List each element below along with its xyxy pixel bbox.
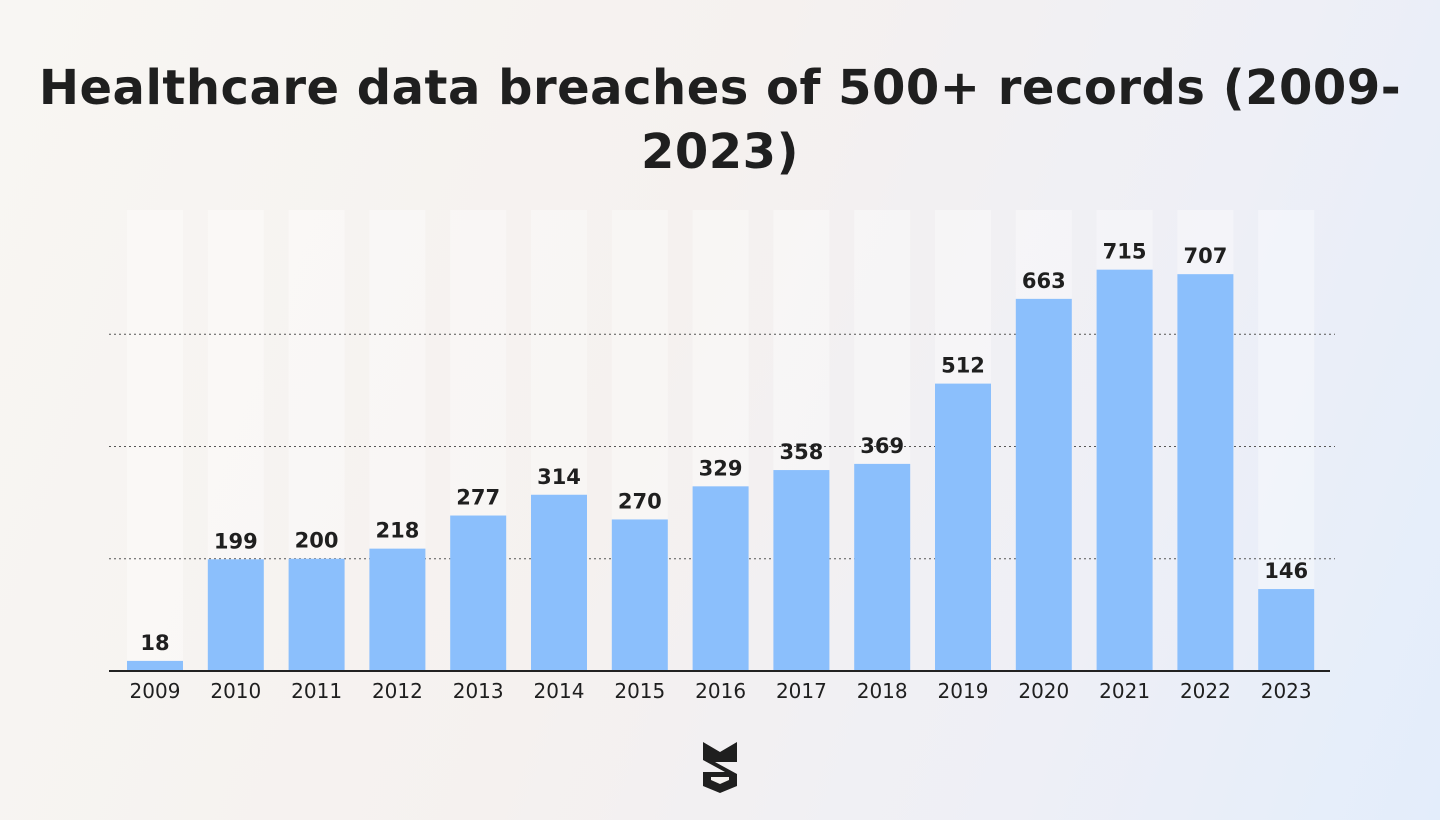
tick-label-2014: 2014 bbox=[534, 679, 585, 703]
value-label-2021: 715 bbox=[1103, 240, 1147, 264]
tick-label-2023: 2023 bbox=[1261, 679, 1312, 703]
bar-2013 bbox=[450, 515, 507, 671]
value-label-2009: 18 bbox=[140, 631, 169, 655]
bar-2022 bbox=[1177, 274, 1234, 671]
value-label-2010: 199 bbox=[214, 529, 258, 553]
value-label-2012: 218 bbox=[375, 519, 419, 543]
brand-logo-icon bbox=[703, 742, 737, 793]
tick-label-2017: 2017 bbox=[776, 679, 827, 703]
tick-label-2018: 2018 bbox=[857, 679, 908, 703]
tick-label-2015: 2015 bbox=[614, 679, 665, 703]
value-label-2020: 663 bbox=[1022, 269, 1066, 293]
tick-label-2009: 2009 bbox=[130, 679, 181, 703]
bar-2015 bbox=[611, 519, 668, 671]
x-tick-labels: 2009 2010 2011 2012 2013 2014 2015 2016 2017 2018… bbox=[130, 679, 1312, 703]
value-label-2017: 358 bbox=[779, 440, 823, 464]
bar-2016 bbox=[692, 486, 749, 671]
bar-2021 bbox=[1096, 269, 1153, 671]
tick-label-2010: 2010 bbox=[210, 679, 261, 703]
tick-label-2016: 2016 bbox=[695, 679, 746, 703]
tick-label-2013: 2013 bbox=[453, 679, 504, 703]
bar-2009 bbox=[127, 660, 183, 671]
bar-2023 bbox=[1258, 589, 1315, 671]
bars bbox=[127, 269, 1315, 671]
tick-label-2020: 2020 bbox=[1018, 679, 1069, 703]
tick-label-2011: 2011 bbox=[291, 679, 342, 703]
bar-2018 bbox=[854, 463, 911, 671]
bar-2011 bbox=[288, 558, 345, 671]
value-labels: 18 199 200 218 277 314 270 329 358 369 512 663 715 70… bbox=[140, 240, 1308, 655]
value-label-2023: 146 bbox=[1264, 559, 1308, 583]
tick-label-2021: 2021 bbox=[1099, 679, 1150, 703]
background-column bbox=[127, 210, 183, 671]
chart-title: Healthcare data breaches of 500+ records… bbox=[38, 60, 1402, 180]
value-label-2015: 270 bbox=[618, 489, 662, 513]
value-label-2022: 707 bbox=[1183, 244, 1227, 268]
tick-label-2019: 2019 bbox=[938, 679, 989, 703]
tick-label-2012: 2012 bbox=[372, 679, 423, 703]
bar-2014 bbox=[531, 494, 587, 671]
value-label-2011: 200 bbox=[295, 529, 339, 553]
value-label-2016: 329 bbox=[699, 456, 743, 480]
bar-2010 bbox=[207, 559, 264, 671]
bar-2019 bbox=[935, 383, 991, 671]
value-label-2019: 512 bbox=[941, 354, 985, 378]
value-label-2014: 314 bbox=[537, 465, 581, 489]
bar-2012 bbox=[369, 548, 426, 671]
bar-2017 bbox=[773, 470, 830, 671]
value-label-2018: 369 bbox=[860, 434, 904, 458]
bar-2020 bbox=[1015, 298, 1072, 671]
value-label-2013: 277 bbox=[456, 486, 500, 510]
tick-label-2022: 2022 bbox=[1180, 679, 1231, 703]
